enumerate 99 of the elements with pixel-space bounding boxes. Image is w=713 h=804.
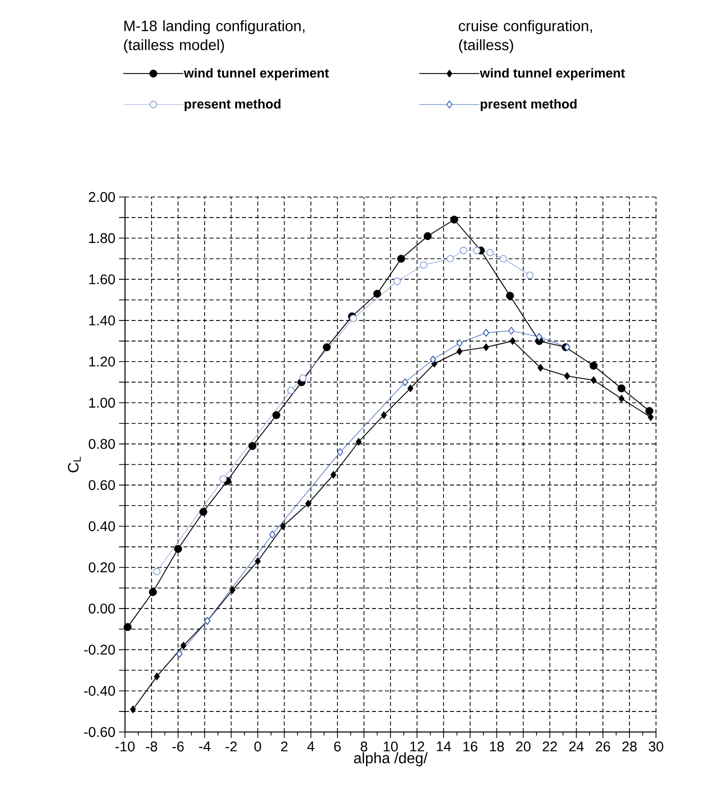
point: [174, 544, 182, 553]
point: [176, 650, 183, 658]
y-tick-label: 0.60: [88, 480, 115, 490]
point: [393, 278, 401, 286]
point: [397, 254, 406, 263]
point: [460, 246, 468, 254]
x-tick-label: 22: [542, 742, 557, 752]
x-tick-label: 16: [463, 742, 478, 752]
legend-label: wind tunnel experiment: [480, 68, 625, 80]
point: [506, 292, 514, 300]
y-tick-label: 1.60: [89, 274, 115, 284]
point: [287, 386, 295, 394]
text: M-18 landing configuration, (tailless model): [124, 20, 304, 54]
x-axis-title: alpha /deg/: [354, 752, 428, 766]
point: [590, 376, 597, 384]
point: [564, 372, 570, 380]
x-tick-label: 2: [281, 742, 288, 752]
y-tick-label: 0.20: [88, 562, 115, 572]
y-tick-label: -0.40: [84, 686, 115, 696]
point: [220, 475, 227, 483]
x-tick-label: 12: [410, 742, 424, 752]
x-tick-label: 26: [596, 742, 610, 752]
y-tick-label: 1.80: [89, 233, 115, 244]
x-tick-label: 18: [490, 742, 504, 752]
point: [456, 347, 463, 356]
point: [402, 378, 408, 386]
x-tick-label: -6: [172, 742, 184, 752]
y-tick-label: 1.20: [89, 356, 115, 367]
point: [537, 364, 544, 372]
point: [473, 246, 480, 254]
point: [356, 438, 362, 446]
point: [508, 326, 514, 335]
x-tick-label: -8: [146, 742, 158, 752]
point: [350, 314, 358, 322]
legend-label: wind tunnel experiment: [184, 68, 329, 80]
x-tick-label: -2: [226, 742, 237, 752]
y-tick-label: 0.80: [88, 438, 115, 449]
point: [148, 588, 157, 596]
x-tick-label: 10: [384, 742, 398, 752]
y-tick-label: 1.40: [89, 315, 115, 326]
point: [618, 384, 626, 392]
point: [124, 623, 132, 632]
x-tick-label: 0: [254, 742, 262, 752]
y-tick-label: 1.00: [89, 398, 115, 408]
x-tick-label: 8: [360, 742, 368, 752]
point: [645, 407, 654, 415]
point: [500, 255, 508, 262]
point: [486, 248, 494, 256]
point: [330, 470, 336, 479]
x-tick-label: 30: [648, 742, 664, 752]
point: [180, 642, 186, 650]
text: cruise configuration, (tailless): [458, 20, 592, 54]
x-tick-label: 28: [622, 742, 637, 752]
point: [424, 232, 432, 240]
point: [199, 508, 208, 516]
y-tick-label: 2.00: [88, 192, 115, 202]
point: [450, 216, 458, 224]
point: [618, 394, 624, 403]
point: [648, 413, 654, 422]
point: [153, 568, 161, 576]
x-tick-label: -10: [116, 742, 135, 752]
y-axis-title: C$_{L}$: [68, 456, 81, 472]
x-tick-label: -4: [199, 742, 210, 752]
point: [456, 339, 463, 348]
x-tick-label: 14: [436, 742, 451, 752]
x-tick-label: 4: [307, 742, 314, 752]
point: [230, 586, 236, 594]
point: [336, 448, 344, 456]
point: [130, 705, 136, 714]
point: [254, 557, 261, 566]
point: [483, 343, 490, 352]
point: [510, 337, 516, 345]
point: [590, 362, 598, 370]
point: [305, 500, 312, 508]
point: [526, 271, 534, 279]
y-tick-label: -0.20: [84, 644, 115, 655]
y-tick-label: -0.60: [84, 727, 115, 737]
point: [269, 530, 276, 538]
point: [536, 332, 542, 341]
point: [299, 374, 307, 382]
point: [430, 356, 436, 364]
point: [446, 255, 454, 262]
point: [280, 522, 286, 530]
point: [407, 384, 414, 392]
y-tick-label: 0.00: [88, 604, 115, 614]
point: [483, 328, 490, 337]
point: [248, 442, 256, 450]
x-tick-label: 6: [334, 742, 341, 752]
point: [373, 290, 382, 298]
legend-label: present method: [184, 99, 280, 112]
x-tick-label: 20: [516, 742, 530, 752]
point: [154, 672, 160, 680]
legend-label: present method: [480, 99, 577, 112]
point: [322, 343, 331, 352]
point: [420, 261, 428, 269]
point: [272, 411, 280, 420]
y-tick-label: 0.40: [88, 521, 115, 532]
point: [380, 411, 387, 420]
x-tick-label: 24: [569, 742, 584, 752]
